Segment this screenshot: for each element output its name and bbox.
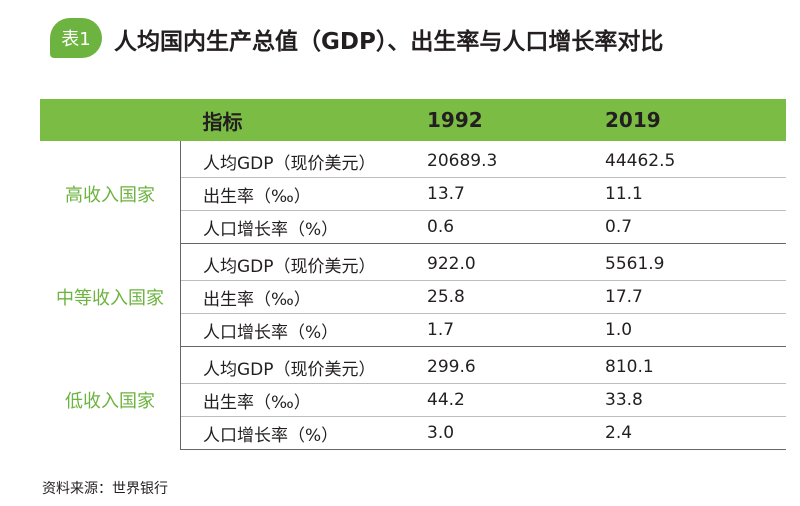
table-row: 出生率（‰） 44.2 33.8 xyxy=(40,383,786,417)
indicator-cell: 人口增长率（%） xyxy=(180,210,427,244)
value-2019-cell: 0.7 xyxy=(605,210,786,244)
table-number-badge: 表1 xyxy=(50,18,102,58)
indicator-cell: 人口增长率（%） xyxy=(180,416,427,450)
data-table: 指标 1992 2019 高收入国家 人均GDP（现价美元） 20689.3 4… xyxy=(40,99,786,450)
indicator-cell: 出生率（‰） xyxy=(180,177,427,211)
value-1992-cell: 922.0 xyxy=(427,243,605,281)
table-row: 出生率（‰） 13.7 11.1 xyxy=(40,177,786,211)
group-label-middle-income: 中等收入国家 xyxy=(40,243,181,347)
header-year-2019: 2019 xyxy=(605,108,661,132)
value-1992-cell: 0.6 xyxy=(427,210,605,244)
value-2019-cell: 1.0 xyxy=(605,313,786,347)
indicator-cell: 人均GDP（现价美元） xyxy=(180,346,427,384)
value-2019-cell: 17.7 xyxy=(605,280,786,314)
value-1992-cell: 1.7 xyxy=(427,313,605,347)
value-2019-cell: 33.8 xyxy=(605,383,786,417)
value-1992-cell: 25.8 xyxy=(427,280,605,314)
header-year-1992: 1992 xyxy=(427,108,483,132)
value-1992-cell: 20689.3 xyxy=(427,141,605,178)
indicator-cell: 出生率（‰） xyxy=(180,383,427,417)
value-1992-cell: 3.0 xyxy=(427,416,605,450)
source-note: 资料来源：世界银行 xyxy=(42,481,168,497)
value-2019-cell: 2.4 xyxy=(605,416,786,450)
indicator-cell: 人均GDP（现价美元） xyxy=(180,141,427,178)
table-row: 人口增长率（%） 0.6 0.7 xyxy=(40,210,786,244)
value-2019-cell: 5561.9 xyxy=(605,243,786,281)
group-label-high-income: 高收入国家 xyxy=(40,141,181,244)
table-row: 出生率（‰） 25.8 17.7 xyxy=(40,280,786,314)
table-row: 低收入国家 人均GDP（现价美元） 299.6 810.1 xyxy=(40,346,786,450)
header-indicator: 指标 xyxy=(202,109,243,134)
value-1992-cell: 299.6 xyxy=(427,346,605,384)
value-2019-cell: 810.1 xyxy=(605,346,786,384)
indicator-cell: 人口增长率（%） xyxy=(180,313,427,347)
table-row: 高收入国家 人均GDP（现价美元） 20689.3 44462.5 xyxy=(40,141,786,244)
indicator-cell: 人均GDP（现价美元） xyxy=(180,243,427,281)
indicator-cell: 出生率（‰） xyxy=(180,280,427,314)
table-row: 人口增长率（%） 1.7 1.0 xyxy=(40,313,786,347)
value-2019-cell: 44462.5 xyxy=(605,141,786,178)
table-header-row: 指标 1992 2019 xyxy=(40,99,786,141)
page-title: 人均国内生产总值（GDP）、出生率与人口增长率对比 xyxy=(114,29,664,55)
group-label-low-income: 低收入国家 xyxy=(40,346,181,450)
value-2019-cell: 11.1 xyxy=(605,177,786,211)
table-row: 中等收入国家 人均GDP（现价美元） 922.0 5561.9 xyxy=(40,243,786,347)
value-1992-cell: 44.2 xyxy=(427,383,605,417)
header-group-blank xyxy=(40,99,181,141)
table-row: 人口增长率（%） 3.0 2.4 xyxy=(40,416,786,450)
value-1992-cell: 13.7 xyxy=(427,177,605,211)
